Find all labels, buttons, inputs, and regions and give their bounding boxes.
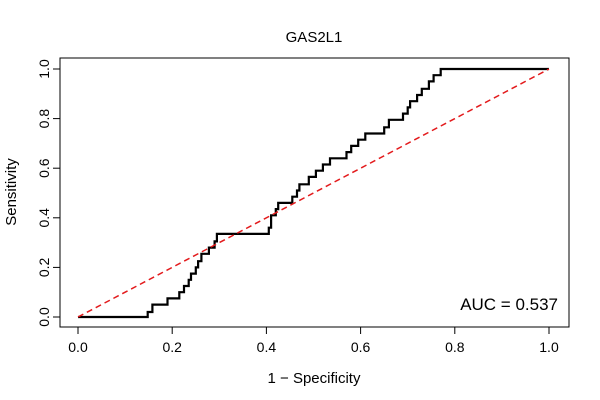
auc-annotation: AUC = 0.537	[460, 295, 558, 314]
roc-curve	[78, 67, 549, 319]
x-axis-label: 1 − Specificity	[268, 370, 361, 387]
y-tick-label: 1.0	[36, 59, 52, 79]
y-tick-label: 0.6	[36, 158, 52, 178]
y-tick-label: 0.4	[36, 208, 52, 228]
y-tick-label: 0.2	[36, 257, 52, 277]
x-tick-label: 0.6	[351, 339, 371, 355]
x-tick-label: 0.4	[257, 339, 277, 355]
y-tick-label: 0.0	[36, 307, 52, 327]
chart-title: GAS2L1	[286, 29, 343, 46]
plot-area	[77, 67, 550, 319]
x-tick-label: 0.2	[162, 339, 182, 355]
x-tick-label: 0.0	[68, 339, 88, 355]
y-tick-label: 0.8	[36, 109, 52, 129]
x-tick-label: 0.8	[445, 339, 465, 355]
x-tick-label: 1.0	[539, 339, 559, 355]
y-axis-label: Sensitivity	[3, 158, 20, 226]
axes: 0.0 0.2 0.4 0.6 0.8 1.0 0.0 0.2 0.4 0.6 0.8 1.0	[36, 57, 570, 355]
reference-line	[77, 68, 550, 318]
